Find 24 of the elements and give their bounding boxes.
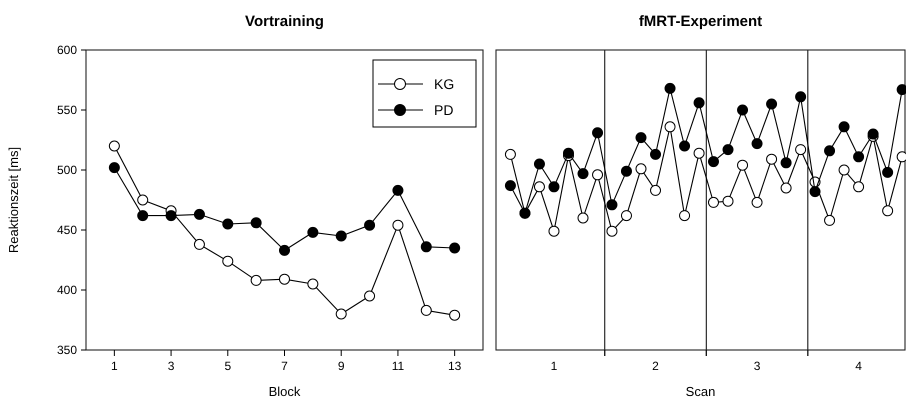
legend-label: KG xyxy=(434,76,454,92)
x-tick-label: 1 xyxy=(550,359,558,373)
x-axis-title: Block xyxy=(268,384,301,399)
x-tick-label: 3 xyxy=(168,359,175,373)
y-tick-label: 450 xyxy=(56,223,78,237)
x-tick-label: 9 xyxy=(338,359,345,373)
y-tick-label: 400 xyxy=(56,283,78,297)
y-tick-label: 350 xyxy=(56,343,78,357)
x-tick-label: 2 xyxy=(652,359,660,373)
legend-label: PD xyxy=(434,102,454,118)
x-tick-label: 3 xyxy=(754,359,761,373)
x-tick-label: 11 xyxy=(392,359,404,373)
chart-title: Vortraining xyxy=(245,13,324,30)
x-tick-label: 1 xyxy=(111,359,118,373)
x-tick-label: 13 xyxy=(448,359,462,373)
x-tick-label: 5 xyxy=(224,359,232,373)
x-tick-label: 4 xyxy=(855,359,862,373)
x-tick-label: 7 xyxy=(281,359,288,373)
y-axis-title: Reaktionszeit [ms] xyxy=(6,146,21,254)
chart-title: fMRT-Experiment xyxy=(638,13,762,30)
y-tick-label: 600 xyxy=(56,43,78,57)
y-tick-label: 550 xyxy=(56,103,78,117)
y-tick-label: 500 xyxy=(56,163,78,177)
x-axis-title: Scan xyxy=(686,384,716,399)
